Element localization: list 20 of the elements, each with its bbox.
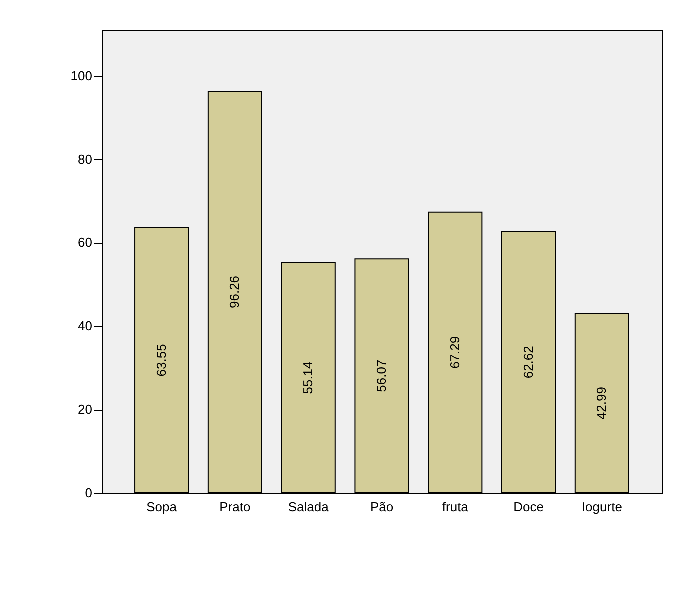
- x-tick-label: Iogurte: [582, 500, 622, 514]
- data-label: 96.26: [227, 276, 242, 309]
- x-tick-label: Pão: [370, 500, 394, 514]
- x-tick-label: fruta: [442, 500, 470, 514]
- x-tick-label: Sopa: [146, 500, 178, 514]
- data-label: 62.62: [520, 346, 536, 379]
- x-tick-label: Salada: [288, 500, 330, 514]
- y-tick-label: 60: [78, 235, 92, 250]
- data-label: 55.14: [300, 362, 316, 394]
- data-label: 63.55: [154, 344, 169, 377]
- y-tick-label: 40: [78, 318, 92, 334]
- y-tick-label: 100: [70, 68, 92, 84]
- y-tick-label: 20: [78, 402, 92, 418]
- x-tick-label: Prato: [220, 500, 251, 514]
- y-tick-label: 0: [85, 486, 92, 500]
- data-label: 42.99: [594, 387, 610, 420]
- data-label: 67.29: [447, 336, 462, 369]
- y-tick-label: 80: [78, 152, 92, 167]
- data-label: 56.07: [374, 360, 389, 392]
- x-tick-label: Doce: [514, 500, 544, 514]
